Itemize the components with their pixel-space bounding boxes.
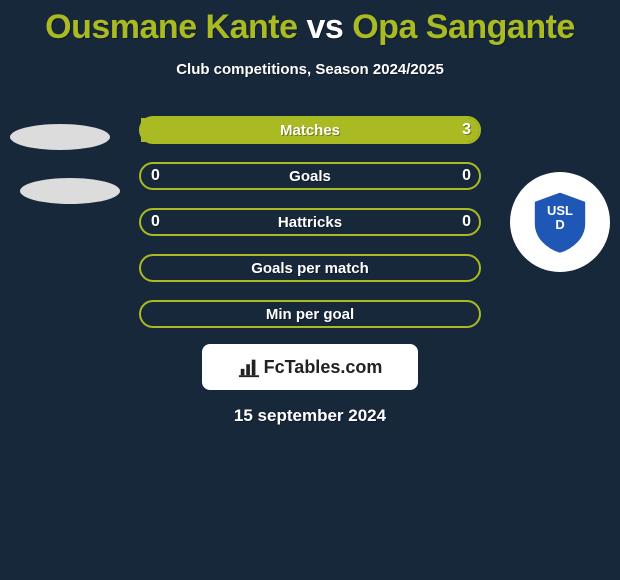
stat-label: Goals	[289, 168, 331, 185]
stat-value-right: 0	[462, 167, 471, 185]
stat-bars: Matches 3 Goals 0 0 Hattricks 0 0 Goals per matc…	[139, 116, 481, 328]
bar-chart-icon	[238, 356, 260, 378]
player2-name: Opa Sangante	[352, 8, 575, 46]
usld-logo-icon: USL D	[524, 186, 596, 258]
stat-label: Matches	[280, 122, 340, 139]
stat-bar: Hattricks 0 0	[139, 208, 481, 236]
player1-name: Ousmane Kante	[45, 8, 297, 46]
stat-value-right: 0	[462, 213, 471, 231]
stat-label: Goals per match	[251, 260, 369, 277]
vs-separator: vs	[298, 8, 353, 46]
stat-bar: Goals per match	[139, 254, 481, 282]
player2-club-badge: USL D	[510, 172, 610, 272]
player1-silhouette-bottom	[20, 178, 120, 204]
fctables-watermark: FcTables.com	[202, 344, 418, 390]
stat-value-left: 0	[151, 167, 160, 185]
season-subtitle: Club competitions, Season 2024/2025	[0, 61, 620, 78]
snapshot-date: 15 september 2024	[0, 406, 620, 426]
svg-text:D: D	[555, 217, 564, 232]
stat-label: Hattricks	[278, 214, 342, 231]
comparison-title: Ousmane Kante vs Opa Sangante	[0, 0, 620, 47]
stat-bar: Goals 0 0	[139, 162, 481, 190]
stat-label: Min per goal	[266, 306, 354, 323]
stat-value-right: 3	[462, 121, 471, 139]
stat-bar: Min per goal	[139, 300, 481, 328]
watermark-text: FcTables.com	[264, 357, 383, 378]
stat-bar: Matches 3	[139, 116, 481, 144]
stat-value-left: 0	[151, 213, 160, 231]
svg-text:USL: USL	[547, 203, 573, 218]
player1-silhouette-top	[10, 124, 110, 150]
